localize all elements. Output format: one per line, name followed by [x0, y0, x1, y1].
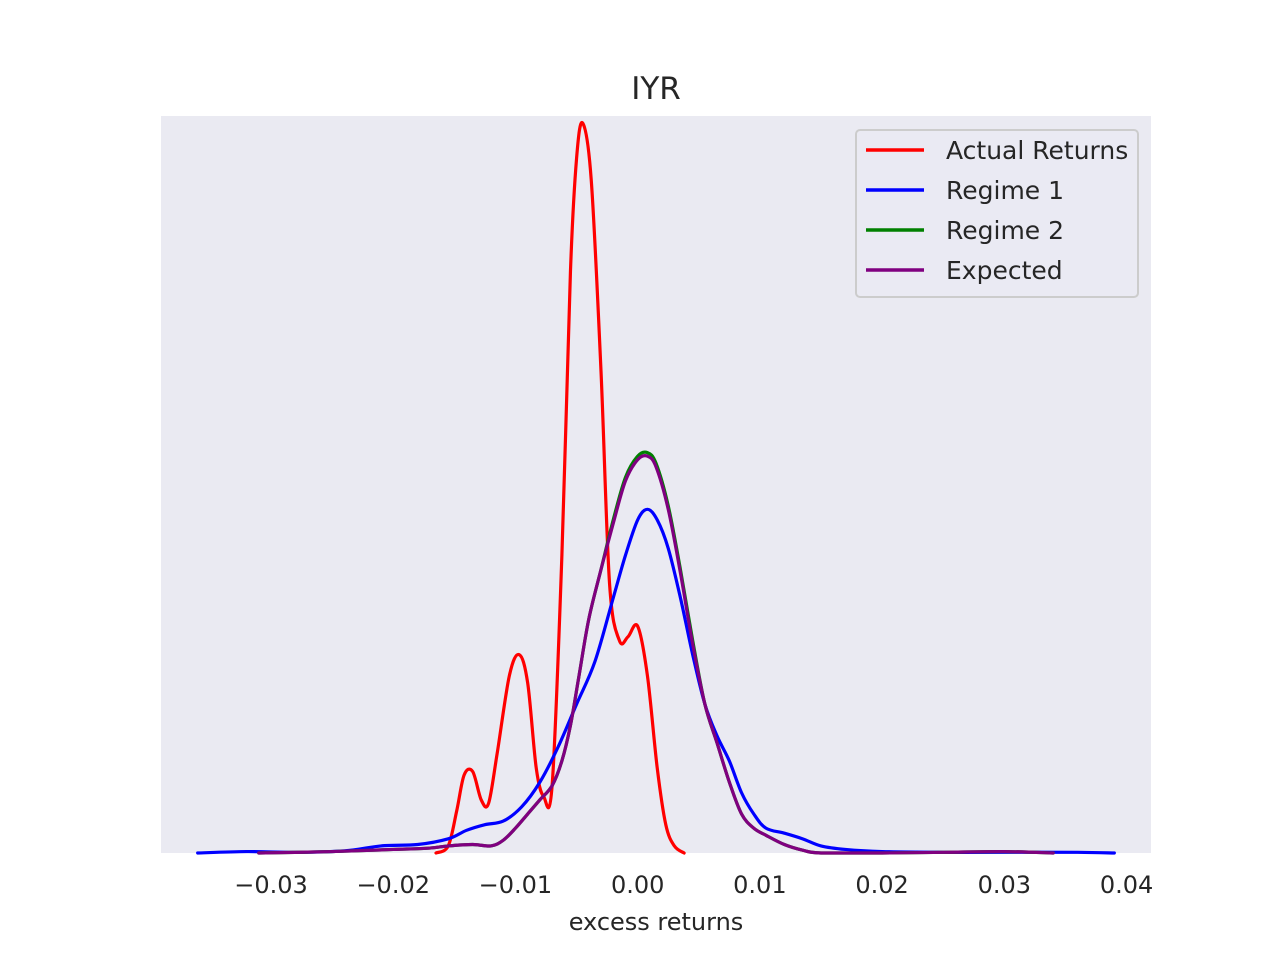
x-axis-label: excess returns	[569, 908, 744, 936]
series-lines	[196, 120, 1116, 855]
x-tick-labels: −0.03 −0.02 −0.01 0.00 0.01 0.02 0.03 0.04	[234, 871, 1153, 899]
x-tick-label: 0.00	[611, 871, 664, 899]
legend-label-regime-1: Regime 1	[946, 176, 1064, 205]
series-line-regime-1	[196, 507, 1116, 855]
x-tick-label: 0.01	[733, 871, 786, 899]
x-tick-label: −0.03	[234, 871, 308, 899]
series-line-expected	[257, 454, 1055, 855]
chart-title: IYR	[631, 71, 681, 107]
legend-label-actual-returns: Actual Returns	[946, 136, 1128, 165]
x-tick-label: −0.01	[479, 871, 553, 899]
legend-frame	[855, 129, 1139, 298]
legend-label-regime-2: Regime 2	[946, 216, 1064, 245]
series-line-actual-returns	[434, 120, 686, 855]
x-tick-label: 0.04	[1100, 871, 1153, 899]
x-tick-label: 0.03	[978, 871, 1031, 899]
x-tick-label: −0.02	[356, 871, 430, 899]
legend-label-expected: Expected	[946, 256, 1063, 285]
x-tick-label: 0.02	[855, 871, 908, 899]
legend: Actual Returns Regime 1 Regime 2 Expected	[855, 129, 1139, 298]
